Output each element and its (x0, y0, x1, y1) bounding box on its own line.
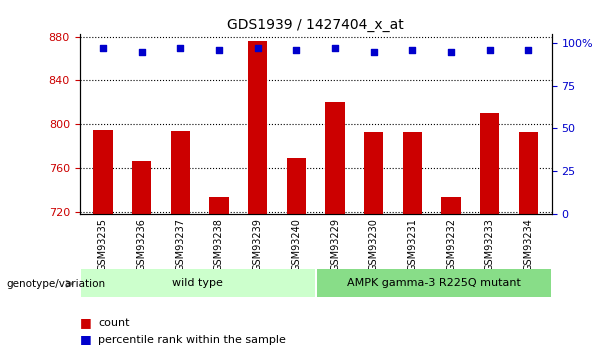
Text: GSM93233: GSM93233 (485, 218, 495, 271)
Point (137, 49, 147, 55)
Bar (170, 131, 190, 214)
Point (524, 47, 533, 53)
Text: GSM93240: GSM93240 (291, 218, 302, 271)
Point (291, 47, 301, 53)
Bar (326, 102, 345, 214)
Bar (519, 132, 538, 214)
Point (214, 47, 224, 53)
Text: GSM93236: GSM93236 (137, 218, 147, 271)
Point (485, 47, 495, 53)
Bar (403, 132, 422, 214)
Bar (93, 130, 113, 214)
Text: ■: ■ (80, 333, 91, 345)
Text: GSM93231: GSM93231 (408, 218, 417, 271)
Text: ■: ■ (80, 316, 91, 329)
Bar (317, 269, 550, 297)
Point (175, 46, 185, 51)
Text: AMPK gamma-3 R225Q mutant: AMPK gamma-3 R225Q mutant (347, 278, 520, 288)
Title: GDS1939 / 1427404_x_at: GDS1939 / 1427404_x_at (227, 18, 404, 32)
Text: GSM93237: GSM93237 (175, 218, 185, 271)
Point (446, 49, 456, 55)
Point (98, 46, 108, 51)
Point (369, 49, 379, 55)
Text: percentile rank within the sample: percentile rank within the sample (98, 335, 286, 345)
Text: GSM93232: GSM93232 (446, 218, 456, 271)
Bar (81, 269, 314, 297)
Text: genotype/variation: genotype/variation (6, 279, 105, 288)
Bar (287, 158, 306, 214)
Bar (132, 161, 151, 214)
Text: GSM93234: GSM93234 (524, 218, 533, 271)
Point (330, 46, 340, 51)
Bar (209, 197, 229, 214)
Text: GSM93229: GSM93229 (330, 218, 340, 271)
Text: GSM93230: GSM93230 (369, 218, 379, 271)
Point (408, 47, 417, 53)
Bar (441, 197, 461, 214)
Point (253, 46, 262, 51)
Bar (248, 41, 267, 214)
Text: GSM93235: GSM93235 (98, 218, 108, 271)
Text: GSM93238: GSM93238 (214, 218, 224, 271)
Bar (364, 132, 383, 214)
Text: count: count (98, 318, 129, 327)
Text: wild type: wild type (172, 278, 223, 288)
Bar (480, 113, 500, 214)
Text: GSM93239: GSM93239 (253, 218, 262, 271)
